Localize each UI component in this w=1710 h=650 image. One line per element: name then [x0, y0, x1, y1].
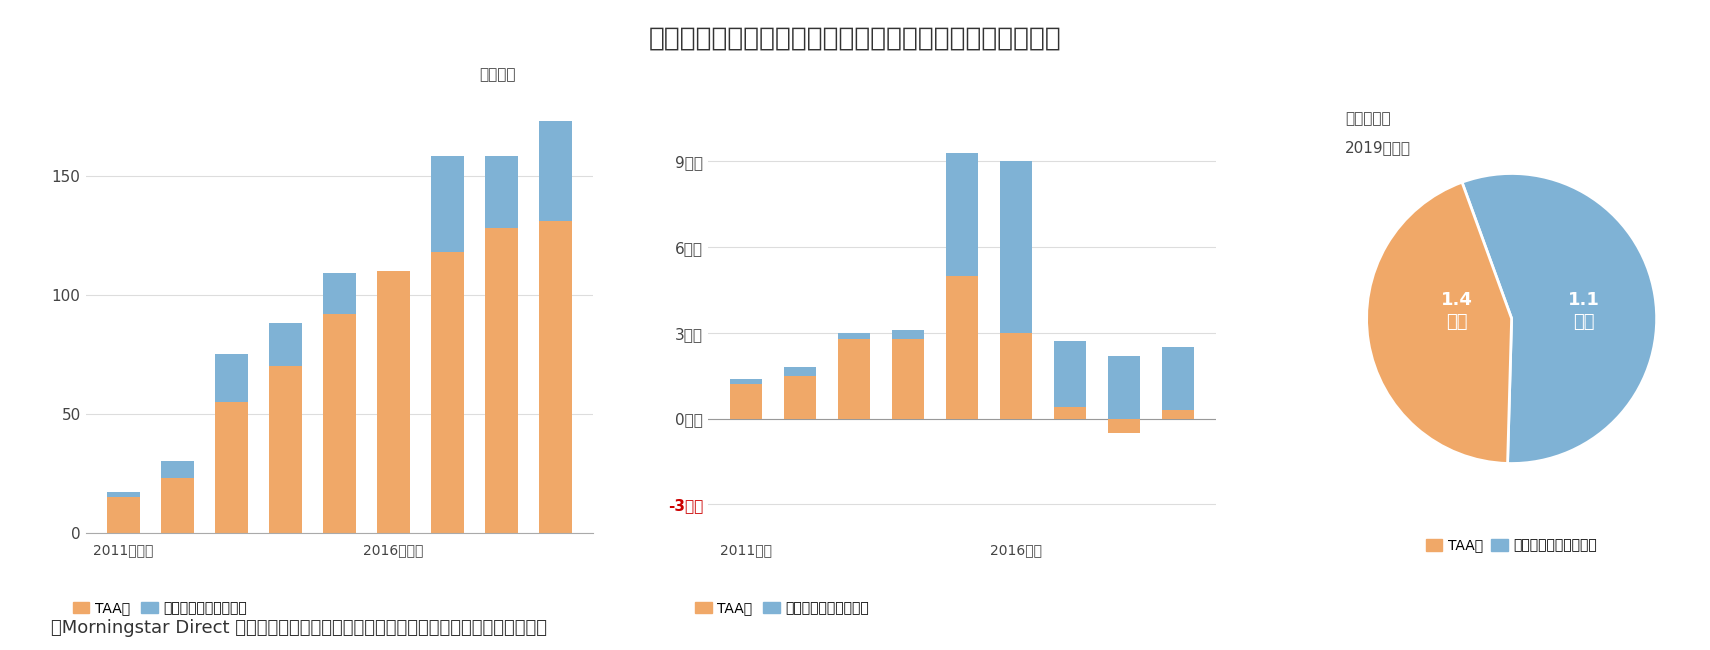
Bar — [431, 252, 463, 533]
Bar — [539, 121, 571, 221]
Text: 資金流入: 資金流入 — [479, 68, 516, 83]
Bar — [891, 339, 923, 419]
Bar — [783, 367, 816, 376]
Bar — [323, 273, 356, 314]
Text: 1.1
兆円: 1.1 兆円 — [1568, 291, 1601, 332]
Text: 2019年度末: 2019年度末 — [1344, 140, 1411, 155]
Bar — [215, 402, 248, 533]
Text: 1.4
兆円: 1.4 兆円 — [1440, 291, 1472, 332]
Bar — [161, 478, 193, 533]
Bar — [215, 354, 248, 402]
Bar — [730, 378, 763, 384]
Bar — [1000, 333, 1031, 419]
Bar — [891, 330, 923, 339]
Legend: TAA型, リスクコントロール型: TAA型, リスクコントロール型 — [67, 595, 253, 621]
Bar — [783, 376, 816, 419]
Bar — [1108, 356, 1141, 419]
Bar — [730, 384, 763, 419]
Bar — [268, 366, 301, 533]
Bar — [946, 153, 978, 276]
Bar — [946, 276, 978, 419]
Bar — [1161, 347, 1194, 410]
Bar — [1161, 410, 1194, 419]
Bar — [539, 221, 571, 533]
Bar — [323, 314, 356, 533]
Bar — [486, 157, 518, 228]
Bar — [1000, 161, 1031, 333]
Text: 図表１：フレキシブル・アロケーション型ファンドの動向: 図表１：フレキシブル・アロケーション型ファンドの動向 — [648, 26, 1062, 52]
Bar — [161, 462, 193, 478]
Bar — [268, 323, 301, 366]
Bar — [838, 339, 870, 419]
Bar — [108, 497, 140, 533]
Bar — [378, 271, 409, 533]
Bar — [1053, 341, 1086, 407]
Bar — [838, 333, 870, 339]
Wedge shape — [1462, 174, 1657, 463]
Text: （Morningstar Direct より国内向けオープン・エンド・ファンドを対象に分析・作成）: （Morningstar Direct より国内向けオープン・エンド・ファンドを… — [51, 619, 547, 637]
Wedge shape — [1366, 182, 1512, 463]
Legend: TAA型, リスクコントロール型: TAA型, リスクコントロール型 — [689, 595, 876, 621]
Bar — [1053, 407, 1086, 419]
Bar — [431, 157, 463, 252]
Bar — [108, 493, 140, 497]
Bar — [1108, 419, 1141, 433]
Legend: TAA型, リスクコントロール型: TAA型, リスクコントロール型 — [1421, 533, 1602, 558]
Text: 純資産総額: 純資産総額 — [1344, 111, 1390, 125]
Bar — [486, 228, 518, 533]
